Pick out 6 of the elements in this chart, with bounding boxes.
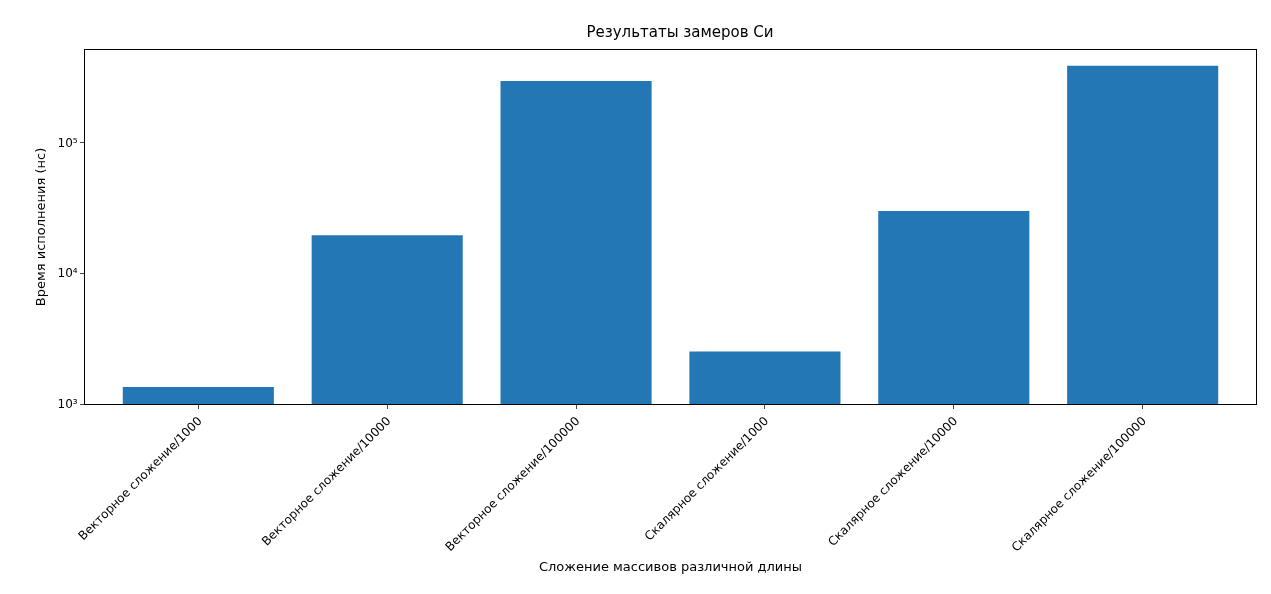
y-tick-label: 10⁵ bbox=[57, 135, 78, 150]
y-tick-label: 10⁴ bbox=[57, 266, 78, 281]
y-tick-label: 10³ bbox=[57, 397, 78, 412]
chart-title: Результаты замеров Си bbox=[586, 23, 774, 42]
x-axis-title: Сложение массивов различной длины bbox=[538, 558, 803, 574]
y-axis-title: Время исполнения (нс) bbox=[33, 147, 49, 307]
